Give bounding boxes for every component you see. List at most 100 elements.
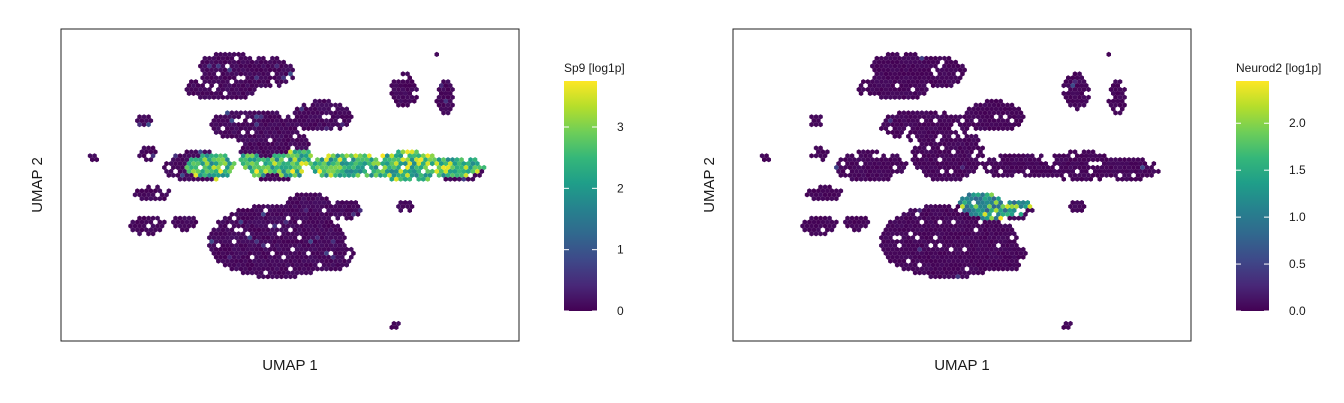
- hexbin-cell: [892, 125, 898, 132]
- hexbin-cell: [1025, 153, 1030, 159]
- hexbin-cell: [312, 207, 318, 213]
- hexbin-cell: [225, 227, 230, 233]
- hexbin-cell: [254, 59, 259, 65]
- hexbin-cell: [436, 86, 442, 93]
- hexbin-cell: [863, 223, 868, 229]
- hexbin-cell: [957, 215, 963, 221]
- hexbin-cell: [324, 235, 329, 241]
- hexbin-cell: [290, 200, 295, 206]
- hexbin-cell: [800, 223, 805, 229]
- hexbin-cell: [899, 215, 904, 221]
- hexbin-cell: [973, 133, 979, 139]
- hexbin-cell: [894, 223, 900, 229]
- hexbin-cell: [966, 239, 972, 245]
- hexbin-cell: [211, 79, 217, 85]
- hexbin-cell: [1012, 106, 1017, 112]
- hexbin-cell: [288, 235, 293, 241]
- hexbin-cell: [1063, 79, 1069, 85]
- hexbin-cell: [1086, 94, 1091, 100]
- hexbin-cell: [987, 102, 992, 108]
- hexbin-cell: [369, 157, 374, 163]
- hexbin-cell: [333, 203, 338, 210]
- hexbin-cell: [231, 83, 237, 89]
- hexbin-cell: [335, 114, 340, 120]
- hexbin-cell: [209, 176, 214, 182]
- hexbin-cell: [146, 122, 151, 128]
- hexbin-cell: [396, 320, 401, 327]
- hexbin-cell: [980, 246, 985, 252]
- hexbin-cell: [944, 137, 949, 143]
- hexbin-cell: [222, 83, 228, 89]
- hexbin-cell: [813, 231, 819, 237]
- hexbin-cell: [321, 122, 327, 128]
- hexbin-cell: [1072, 157, 1078, 163]
- hexbin-cell: [344, 122, 349, 128]
- hexbin-cell: [303, 106, 309, 112]
- hexbin-cell: [924, 164, 929, 171]
- hexbin-cell: [299, 161, 304, 167]
- hexbin-cell: [177, 161, 183, 167]
- hexbin-cell: [216, 79, 221, 85]
- hexbin-cell: [234, 133, 239, 139]
- hexbin-cell: [225, 71, 230, 77]
- hexbin-cell: [234, 242, 239, 249]
- hexbin-cell: [1113, 94, 1118, 100]
- hexbin-cell: [1081, 172, 1087, 178]
- hexbin-cell: [809, 215, 814, 221]
- hexbin-cell: [418, 157, 424, 163]
- hexbin-cell: [378, 172, 383, 178]
- hexbin-cell: [319, 219, 325, 225]
- hexbin-cell: [917, 215, 922, 221]
- hexbin-cell: [912, 246, 918, 252]
- hexbin-cell: [962, 254, 967, 260]
- hexbin-cell: [216, 164, 221, 171]
- hexbin-cell: [222, 67, 228, 73]
- hexbin-cell: [342, 258, 347, 264]
- hexbin-cell: [998, 122, 1003, 128]
- hexbin-cell: [227, 59, 232, 65]
- colorbar: [564, 81, 597, 311]
- hexbin-cell: [894, 75, 900, 81]
- hexbin-cell: [888, 94, 893, 100]
- hexbin-cell: [164, 192, 169, 198]
- hexbin-cell: [279, 164, 284, 171]
- hexbin-cell: [1023, 172, 1028, 178]
- hexbin-cell: [236, 223, 241, 229]
- hexbin-cell: [310, 258, 316, 264]
- hexbin-cell: [238, 235, 244, 241]
- hexbin-cell: [274, 110, 280, 116]
- hexbin-cell: [209, 83, 214, 89]
- hexbin-cell: [333, 118, 338, 124]
- hexbin-cell: [256, 141, 262, 147]
- hexbin-cell: [294, 200, 300, 206]
- hexbin-cell: [881, 83, 886, 89]
- hexbin-cell: [173, 153, 178, 159]
- hexbin-cell: [908, 239, 913, 245]
- hexbin-cell: [1084, 176, 1089, 182]
- hexbin-cell: [256, 55, 262, 61]
- hexbin-cell: [906, 227, 911, 233]
- hexbin-cell: [892, 219, 898, 225]
- hexbin-cell: [1005, 211, 1010, 217]
- hexbin-cell: [816, 118, 821, 124]
- hexbin-cell: [299, 153, 304, 159]
- hexbin-cell: [1036, 164, 1042, 171]
- hexbin-cell: [978, 227, 983, 233]
- hexbin-cell: [301, 203, 307, 210]
- hexbin-cell: [448, 90, 453, 96]
- hexbin-cell: [292, 125, 298, 132]
- hexbin-cell: [247, 219, 253, 225]
- hexbin-cell: [155, 215, 160, 221]
- hexbin-cell: [836, 168, 841, 174]
- hexbin-cell: [1117, 164, 1123, 171]
- hexbin-cell: [915, 110, 920, 116]
- hexbin-cell: [148, 157, 154, 163]
- hexbin-cell: [137, 215, 142, 221]
- hexbin-cell: [1135, 157, 1141, 163]
- hexbin-cell: [243, 133, 248, 139]
- hexbin-cell: [937, 227, 943, 233]
- hexbin-cell: [454, 157, 460, 163]
- hexbin-cell: [964, 157, 970, 163]
- hexbin-cell: [337, 110, 343, 116]
- hexbin-cell: [139, 227, 145, 233]
